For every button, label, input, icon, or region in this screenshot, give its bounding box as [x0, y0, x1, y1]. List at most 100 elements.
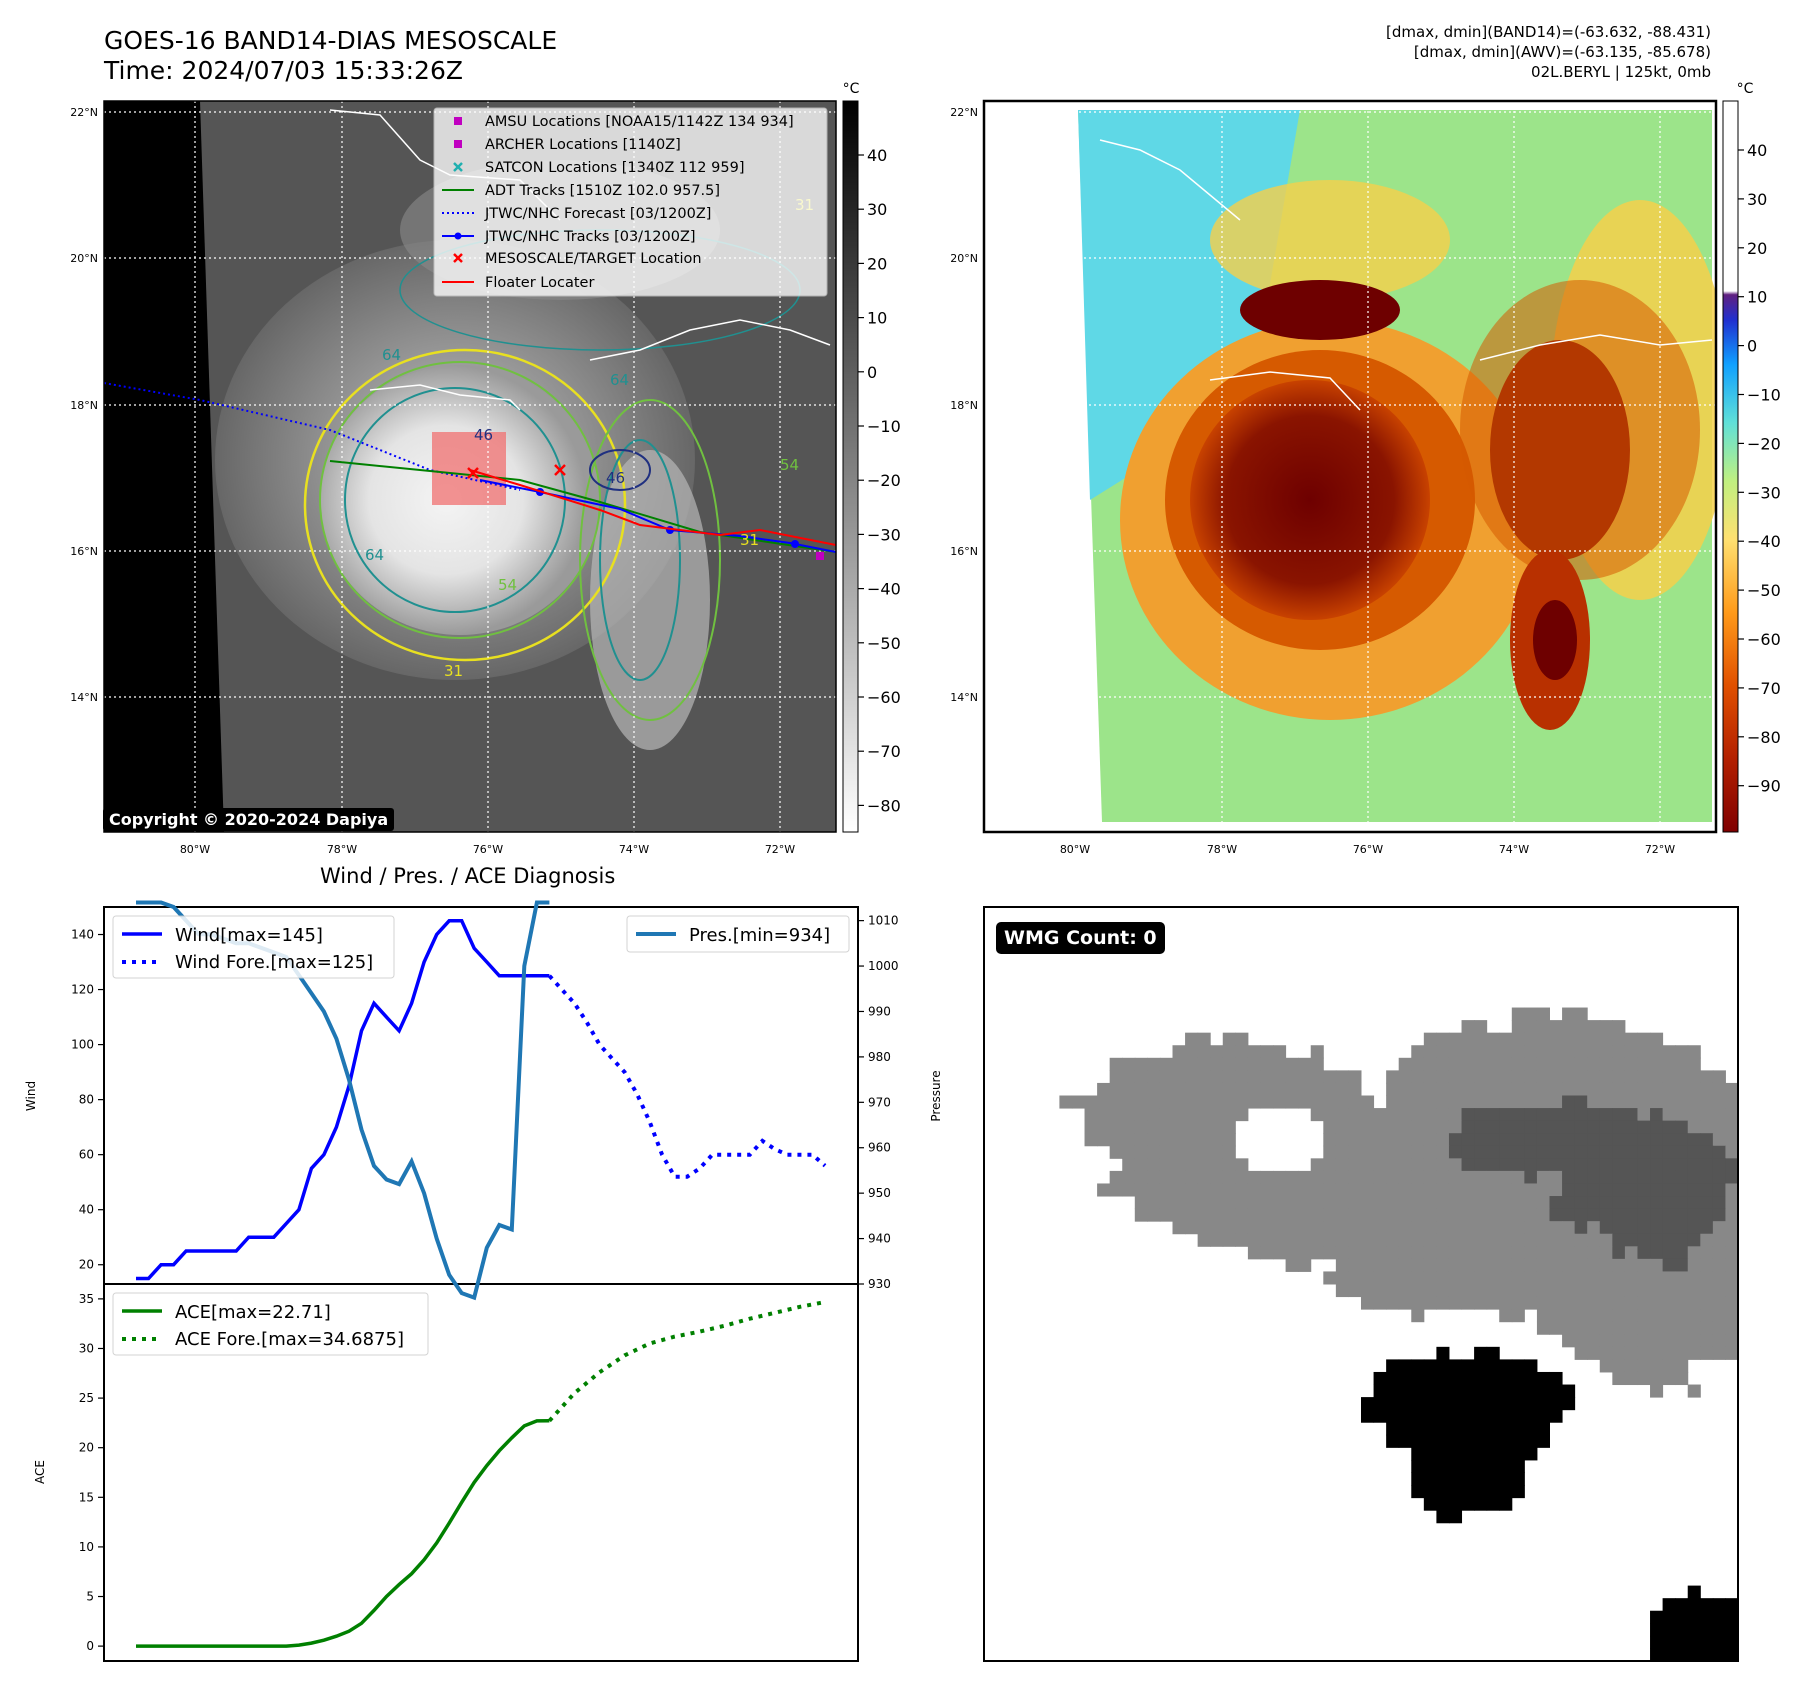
wmg-cell	[1348, 1158, 1362, 1172]
colorbar-tick-label: 0	[1747, 337, 1757, 356]
wmg-cell	[1423, 1032, 1437, 1046]
wmg-cell	[1499, 1070, 1513, 1084]
wmg-cell	[1675, 1095, 1689, 1109]
colorbar-tick-label: −10	[867, 417, 901, 436]
wmg-cell	[1386, 1233, 1400, 1247]
wmg-cell	[1587, 1133, 1601, 1147]
wmg-cell	[1411, 1422, 1425, 1436]
wmg-cell	[1247, 1183, 1261, 1197]
wmg-cell	[1172, 1158, 1186, 1172]
wmg-cell	[1474, 1409, 1488, 1423]
wmg-cell	[1524, 1422, 1538, 1436]
wmg-cell	[1637, 1284, 1651, 1298]
colorbar-tick-label: −30	[1747, 483, 1781, 502]
wmg-cell	[1687, 1183, 1701, 1197]
wmg-cell	[1700, 1145, 1714, 1159]
wmg-cell	[1725, 1108, 1739, 1122]
wmg-cell	[1436, 1120, 1450, 1134]
wmg-cell	[1511, 1221, 1525, 1235]
ace-tick-label: 5	[86, 1590, 94, 1604]
wmg-cell	[1147, 1070, 1161, 1084]
wmg-cell	[1499, 1485, 1513, 1499]
wmg-cell	[1725, 1221, 1739, 1235]
wmg-cell	[1650, 1070, 1664, 1084]
wmg-cell	[1348, 1095, 1362, 1109]
wmg-cell	[1624, 1346, 1638, 1360]
wmg-cell	[1235, 1032, 1249, 1046]
colorbar-tick-label: −70	[867, 742, 901, 761]
wmg-cell	[1273, 1221, 1287, 1235]
wmg-cell	[1574, 1032, 1588, 1046]
wmg-cell	[1373, 1145, 1387, 1159]
wmg-cell	[1172, 1095, 1186, 1109]
wmg-cell	[1436, 1271, 1450, 1285]
lon-label: 80°W	[1060, 843, 1090, 856]
wmg-cell	[1536, 1409, 1550, 1423]
wmg-cell	[1210, 1133, 1224, 1147]
wmg-cell	[1448, 1233, 1463, 1247]
wmg-cell	[1185, 1095, 1199, 1109]
wmg-cell	[1448, 1497, 1463, 1511]
wmg-cell	[1499, 1221, 1513, 1235]
wmg-cell	[1587, 1032, 1601, 1046]
wmg-cell	[1499, 1057, 1513, 1071]
lat-label: 16°N	[70, 545, 98, 558]
wmg-cell	[1536, 1284, 1550, 1298]
wmg-cell	[1273, 1208, 1287, 1222]
wmg-cell	[1197, 1183, 1211, 1197]
wmg-cell	[1687, 1233, 1701, 1247]
wmg-cell	[1423, 1271, 1437, 1285]
wmg-cell	[1222, 1108, 1236, 1122]
wmg-cell	[1122, 1170, 1136, 1184]
wmg-cell	[1524, 1007, 1538, 1021]
wmg-cell	[1499, 1145, 1513, 1159]
wmg-cell	[1448, 1082, 1463, 1096]
wmg-cell	[1436, 1447, 1450, 1461]
wmg-cell	[1461, 1271, 1475, 1285]
wmg-cell	[1411, 1183, 1425, 1197]
wmg-cell	[1499, 1371, 1513, 1386]
wmg-cell	[1159, 1108, 1173, 1122]
wmg-cell	[1486, 1397, 1500, 1411]
wmg-cell	[1687, 1598, 1701, 1612]
wmg-cell	[1222, 1158, 1236, 1172]
wmg-cell	[1323, 1082, 1337, 1096]
wmg-cell	[1574, 1196, 1588, 1210]
wmg-cell	[1524, 1296, 1538, 1310]
wmg-cell	[1599, 1346, 1613, 1360]
wmg-cell	[1587, 1246, 1601, 1260]
wmg-cell	[1499, 1309, 1513, 1323]
wmg-cell	[1511, 1082, 1525, 1096]
wmg-cell	[1247, 1246, 1261, 1260]
wmg-cell	[1637, 1133, 1651, 1147]
wmg-cell	[1612, 1346, 1626, 1360]
wmg-cell	[1499, 1422, 1513, 1436]
wmg-cell	[1612, 1032, 1626, 1046]
wmg-cell	[1687, 1271, 1701, 1285]
wmg-cell	[1285, 1095, 1299, 1109]
wmg-cell	[1687, 1635, 1701, 1649]
ace-tick-label: 0	[86, 1639, 94, 1653]
colorbar-tick-label: −20	[867, 471, 901, 490]
wmg-cell	[1599, 1095, 1613, 1109]
wmg-cell	[1210, 1208, 1224, 1222]
wmg-cell	[1172, 1183, 1186, 1197]
wmg-cell	[1662, 1095, 1676, 1109]
wmg-cell	[1172, 1057, 1186, 1071]
wmg-cell	[1562, 1196, 1576, 1210]
wmg-cell	[1574, 1108, 1588, 1122]
wmg-cell	[1687, 1057, 1701, 1071]
wmg-cell	[1650, 1346, 1664, 1360]
wmg-cell	[1147, 1057, 1161, 1071]
wmg-cell	[1486, 1246, 1500, 1260]
wmg-cell	[1423, 1183, 1437, 1197]
wmg-cell	[1599, 1108, 1613, 1122]
wind-ticks: 20 40 60 80 100 120 140	[71, 928, 104, 1272]
colorbar-tick-label: 30	[867, 200, 887, 219]
wmg-cell	[1222, 1032, 1236, 1046]
wmg-cell	[1712, 1610, 1726, 1624]
wmg-cell	[1662, 1082, 1676, 1096]
wmg-cell	[1574, 1246, 1588, 1260]
wmg-cell	[1235, 1158, 1249, 1172]
ace-ylabel: ACE	[33, 1460, 47, 1484]
